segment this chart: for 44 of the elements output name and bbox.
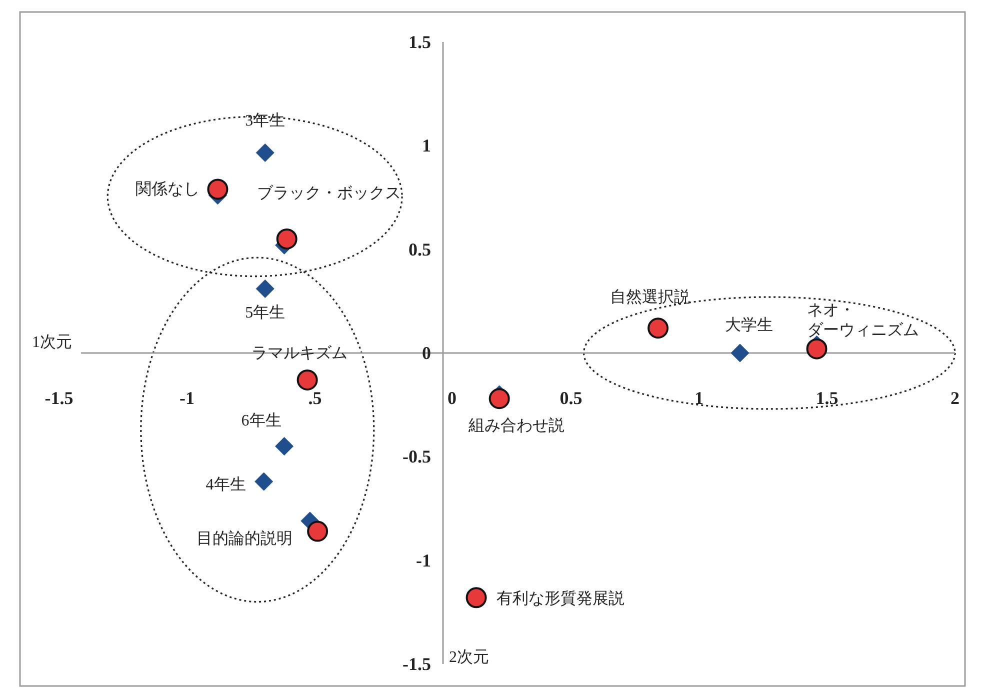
annotation: ネオ・ xyxy=(806,302,855,319)
y-tick-label: 0.5 xyxy=(408,239,431,260)
annotation: ダーウィニズム xyxy=(806,322,919,339)
annotation: 自然選択説 xyxy=(610,288,690,306)
x-tick-label: 1.5 xyxy=(816,388,838,408)
y-tick-label: -0.5 xyxy=(402,446,431,467)
point xyxy=(466,587,487,608)
y-tick-label: -1.5 xyxy=(402,654,431,674)
y-tick-label: 1.5 xyxy=(408,32,431,52)
point xyxy=(806,338,828,360)
y-tick-label: 0 xyxy=(422,343,431,363)
annotation: 5年生 xyxy=(245,304,286,322)
x-tick-label: -1.5 xyxy=(44,388,74,408)
y-axis-title: 2次元 xyxy=(449,649,489,666)
x-tick-label: 0.5 xyxy=(560,388,582,408)
x-tick-label: .5 xyxy=(308,388,322,408)
annotation: 3年生 xyxy=(245,112,286,130)
annotation: 大学生 xyxy=(724,316,773,334)
annotation: 目的論的説明 xyxy=(196,529,293,548)
annotation: 4年生 xyxy=(206,476,246,494)
point xyxy=(254,472,274,491)
point xyxy=(648,318,669,339)
point xyxy=(488,388,510,410)
annotation: 有利な形質発展説 xyxy=(496,590,624,608)
x-tick-label: -1 xyxy=(180,388,194,408)
annotation: 組み合わせ説 xyxy=(467,416,564,435)
point xyxy=(307,520,328,542)
point xyxy=(256,279,274,298)
annotation: 6年生 xyxy=(241,411,282,430)
point xyxy=(730,344,750,362)
annotation: ラマルキズム xyxy=(251,344,348,362)
point xyxy=(296,369,318,390)
annotation: 関係なし xyxy=(136,180,200,198)
point xyxy=(275,437,294,456)
point xyxy=(207,178,228,200)
point xyxy=(276,228,298,250)
x-tick-label: 1 xyxy=(694,388,704,408)
annotation: ブラック・ボックス xyxy=(256,184,401,202)
x-tick-label: 0 xyxy=(448,388,456,408)
point xyxy=(256,143,274,162)
x-tick-label: 2 xyxy=(950,388,960,408)
y-tick-label: 1 xyxy=(422,136,431,156)
x-axis-title: 1次元 xyxy=(32,334,72,351)
y-tick-label: -1 xyxy=(416,550,431,570)
